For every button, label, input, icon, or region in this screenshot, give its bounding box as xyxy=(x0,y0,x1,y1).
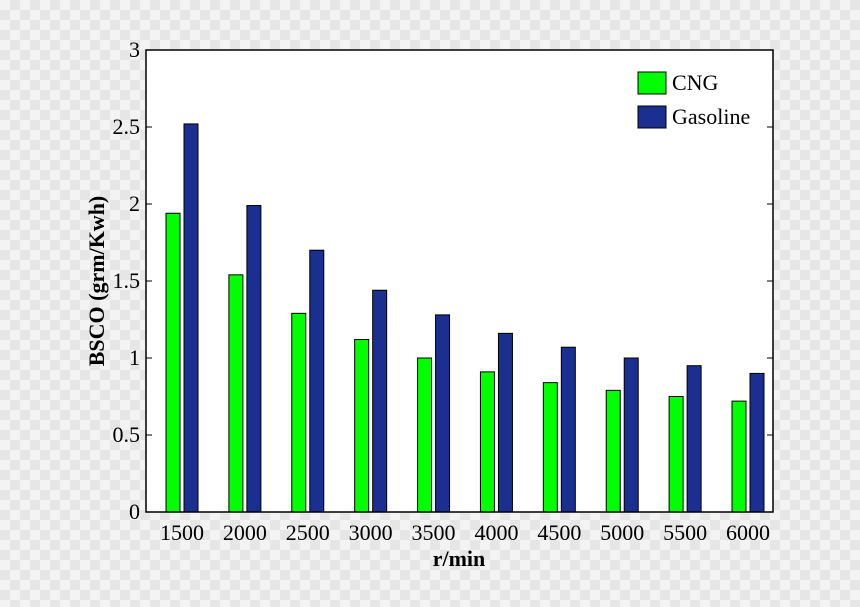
y-tick-label: 1.5 xyxy=(113,268,141,293)
y-tick-label: 0.5 xyxy=(113,422,141,447)
x-tick-label: 3500 xyxy=(412,520,456,545)
bars-group xyxy=(165,123,765,513)
bar-gasoline-2500 xyxy=(309,249,325,513)
x-tick-label: 5500 xyxy=(663,520,707,545)
x-tick-label: 2500 xyxy=(286,520,330,545)
bar-cng-1500 xyxy=(165,212,181,513)
x-tick-label: 6000 xyxy=(726,520,770,545)
bar-cng-5500 xyxy=(668,396,684,513)
x-axis-title: r/min xyxy=(433,546,486,571)
y-tick-label: 3 xyxy=(129,37,140,62)
x-tick-label: 4000 xyxy=(474,520,518,545)
x-tick-label: 2000 xyxy=(223,520,267,545)
x-tick-label: 5000 xyxy=(600,520,644,545)
x-tick-label: 3000 xyxy=(349,520,393,545)
bar-gasoline-3000 xyxy=(372,289,388,513)
plot-frame xyxy=(145,49,774,513)
bar-gasoline-2000 xyxy=(246,205,262,513)
bar-cng-2000 xyxy=(228,274,244,513)
y-tick-label: 1 xyxy=(129,345,140,370)
bar-cng-3000 xyxy=(354,339,370,513)
bar-gasoline-6000 xyxy=(749,372,765,513)
x-tick-label: 4500 xyxy=(537,520,581,545)
legend-label-cng: CNG xyxy=(672,70,719,95)
bar-gasoline-3500 xyxy=(435,314,451,513)
y-tick-label: 2 xyxy=(129,191,140,216)
bar-gasoline-5500 xyxy=(686,365,702,513)
bar-gasoline-4500 xyxy=(560,346,576,513)
bar-cng-4000 xyxy=(479,371,495,513)
bar-cng-3500 xyxy=(417,357,433,513)
legend: CNG Gasoline xyxy=(627,61,765,141)
legend-swatch-cng xyxy=(637,71,667,95)
bar-gasoline-5000 xyxy=(623,357,639,513)
x-tick-label: 1500 xyxy=(160,520,204,545)
y-tick-label: 0 xyxy=(129,499,140,524)
bar-gasoline-4000 xyxy=(497,332,513,513)
bar-cng-5000 xyxy=(605,389,621,513)
bar-cng-4500 xyxy=(542,382,558,513)
bar-gasoline-1500 xyxy=(183,123,199,513)
ticks-group: 1500 2000 2500 3000 3500 4000 4500 5000 5500 6000… xyxy=(113,37,773,545)
legend-swatch-gasoline xyxy=(637,105,667,129)
y-tick-label: 2.5 xyxy=(113,114,141,139)
bar-cng-6000 xyxy=(731,400,747,513)
bar-cng-2500 xyxy=(291,312,307,513)
legend-label-gasoline: Gasoline xyxy=(672,104,750,129)
y-axis-title: BSCO (grm/Kwh) xyxy=(84,196,109,367)
